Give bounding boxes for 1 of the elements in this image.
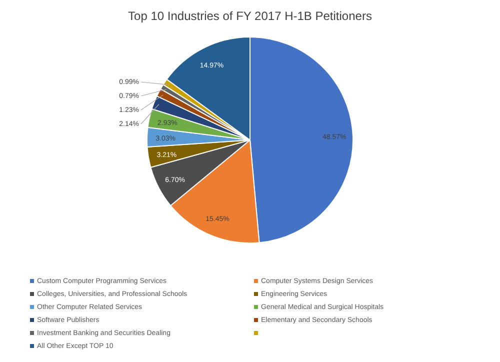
chart-title: Top 10 Industries of FY 2017 H-1B Petitioners xyxy=(128,9,372,23)
